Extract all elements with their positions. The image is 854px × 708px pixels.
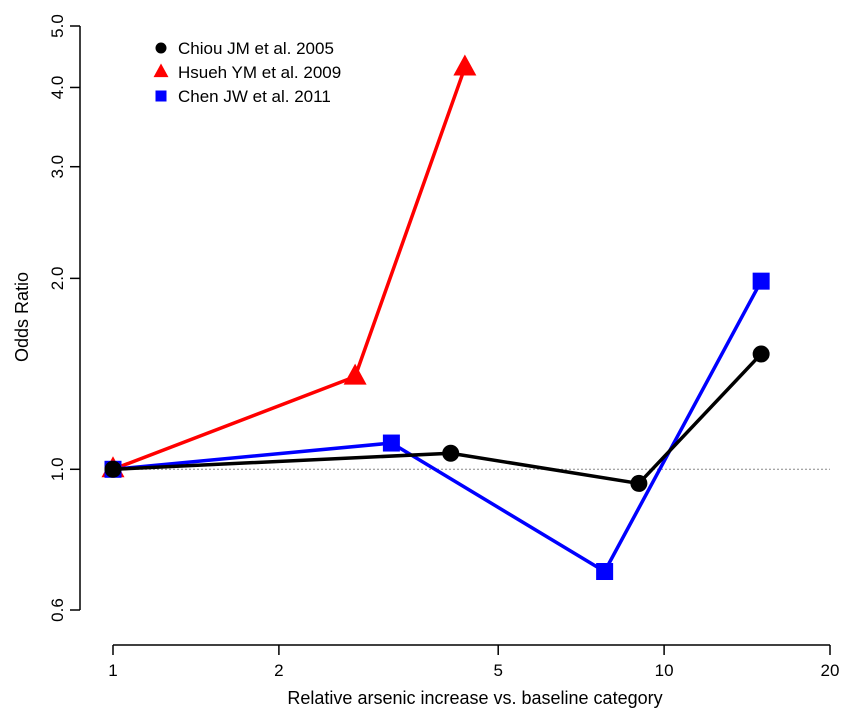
x-axis-title: Relative arsenic increase vs. baseline c… — [287, 688, 662, 708]
legend-marker-circle — [155, 42, 167, 54]
data-point-circle — [104, 460, 122, 478]
data-point-triangle — [343, 363, 367, 385]
x-tick-label: 20 — [821, 661, 840, 680]
series-line — [112, 352, 763, 486]
y-tick-label: 3.0 — [48, 155, 67, 179]
y-tick-label: 4.0 — [48, 76, 67, 100]
series-chiou-jm-et-al-2005 — [104, 345, 770, 492]
x-tick-label: 5 — [493, 661, 502, 680]
series-chen-jw-et-al-2011 — [104, 272, 770, 581]
y-tick-label: 1.0 — [48, 457, 67, 481]
y-tick-label: 0.6 — [48, 598, 67, 622]
data-point-square — [596, 563, 614, 581]
x-tick-label: 2 — [274, 661, 283, 680]
series-line — [112, 280, 763, 574]
legend-marker-square — [155, 90, 167, 102]
legend-marker-triangle — [153, 63, 169, 78]
legend-label: Hsueh YM et al. 2009 — [178, 63, 341, 82]
y-tick-label: 5.0 — [48, 14, 67, 38]
legend-entry: Chen JW et al. 2011 — [155, 87, 331, 106]
data-point-circle — [442, 444, 460, 462]
data-point-square — [382, 434, 400, 452]
data-point-triangle — [453, 54, 477, 76]
x-tick-label: 10 — [655, 661, 674, 680]
data-point-square — [752, 272, 770, 290]
legend-entry: Hsueh YM et al. 2009 — [153, 63, 341, 82]
legend-label: Chiou JM et al. 2005 — [178, 39, 334, 58]
series-line — [112, 66, 467, 471]
x-tick-label: 1 — [108, 661, 117, 680]
series-hsueh-ym-et-al-2009 — [101, 54, 477, 478]
y-axis-title: Odds Ratio — [12, 272, 32, 362]
data-point-circle — [752, 345, 770, 363]
data-point-circle — [630, 474, 648, 492]
y-tick-label: 2.0 — [48, 267, 67, 291]
legend-label: Chen JW et al. 2011 — [178, 87, 331, 106]
legend-entry: Chiou JM et al. 2005 — [155, 39, 334, 58]
